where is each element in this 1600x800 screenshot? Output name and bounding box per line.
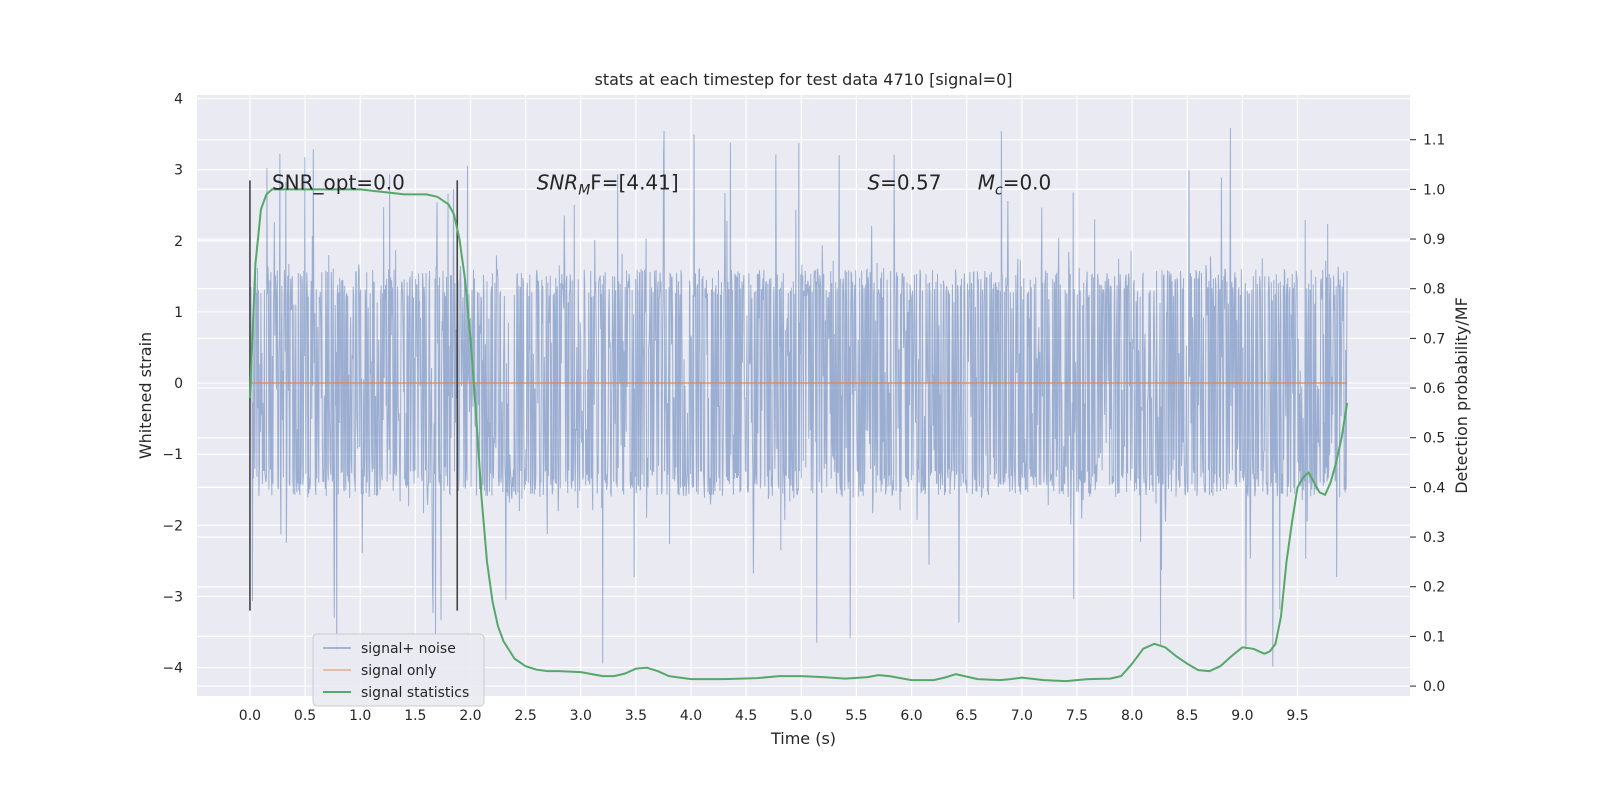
- signal-statistics-line: [248, 188, 1349, 683]
- y2-tick-label: 0.9: [1423, 232, 1445, 248]
- x-tick-label: 1.5: [404, 708, 426, 724]
- signal-plus-noise-line: [249, 128, 1348, 667]
- x-tick-label: 1.0: [349, 708, 371, 724]
- y2-tick-label: 0.7: [1423, 331, 1445, 347]
- y-tick-label: 3: [174, 163, 183, 179]
- y2-tick-label: 0.6: [1423, 381, 1445, 397]
- x-tick-label: 9.5: [1286, 708, 1308, 724]
- x-tick-label: 8.0: [1121, 708, 1143, 724]
- y2-tick-label: 0.1: [1423, 629, 1445, 645]
- x-tick-label: 8.5: [1176, 708, 1198, 724]
- x-tick-label: 6.0: [900, 708, 922, 724]
- legend-label: signal only: [361, 663, 436, 679]
- stat-annotation: SNR_opt=0.0: [272, 171, 405, 195]
- y-tick-label: 4: [174, 92, 183, 108]
- y2-tick-label: 1.0: [1423, 182, 1445, 198]
- stat-annotation: SNRMF=[4.41]: [537, 171, 679, 199]
- legend-box: [312, 633, 485, 707]
- legend: signal+ noise signal only signal statistic…: [312, 633, 485, 707]
- x-axis-label: Time (s): [770, 729, 836, 748]
- y-tick-label: −2: [162, 518, 183, 534]
- stat-annotation: S=0.57: [867, 171, 941, 195]
- y-tick-label: −4: [162, 661, 183, 677]
- x-tick-label: 5.0: [790, 708, 812, 724]
- legend-label: signal+ noise: [361, 641, 456, 657]
- y-tick-labels: −4 −3 −2 −1 0 1 2 3 4: [162, 92, 183, 677]
- y2-tick-label: 0.0: [1423, 679, 1445, 695]
- x-tick-label: 7.5: [1066, 708, 1088, 724]
- legend-label: signal statistics: [361, 685, 469, 701]
- x-tick-label: 2.0: [459, 708, 481, 724]
- annotation-value: =0.0: [1003, 171, 1052, 195]
- y2-tick-label: 0.4: [1423, 480, 1445, 496]
- x-tick-label: 3.5: [625, 708, 647, 724]
- y-tick-label: 0: [174, 376, 183, 392]
- x-tick-label: 2.5: [514, 708, 536, 724]
- annotation-symbol: SNR: [537, 171, 579, 195]
- x-tick-label: 5.5: [845, 708, 867, 724]
- annotations-layer: SNR_opt=0.0 SNRMF=[4.41] S=0.57 Mc=0.0: [272, 171, 1051, 199]
- x-tick-label: 6.5: [956, 708, 978, 724]
- annotation-subscript: c: [995, 183, 1003, 199]
- annotation-value: F=[4.41]: [590, 171, 678, 195]
- stat-annotation: Mc=0.0: [978, 171, 1052, 199]
- annotation-symbol: M: [978, 171, 995, 195]
- x-tick-label: 9.0: [1231, 708, 1253, 724]
- x-tick-label: 7.0: [1011, 708, 1033, 724]
- x-tick-label: 0.0: [239, 708, 261, 724]
- y2-tick-label: 0.5: [1423, 431, 1445, 447]
- y2-axis-label: Detection probability/MF: [1452, 297, 1471, 494]
- signal-statistics-series-layer: [248, 188, 1349, 683]
- x-tick-label: 0.5: [294, 708, 316, 724]
- x-tick-label: 4.0: [680, 708, 702, 724]
- x-tick-label: 3.0: [570, 708, 592, 724]
- y-tick-label: 1: [174, 305, 183, 321]
- chart-title: stats at each timestep for test data 471…: [594, 70, 1012, 89]
- annotation-symbol: S: [867, 171, 880, 195]
- annotation-subscript: M: [578, 183, 590, 199]
- annotation-value: =0.57: [880, 171, 941, 195]
- y-tick-label: −3: [162, 589, 183, 605]
- y2-tick-label: 0.8: [1423, 282, 1445, 298]
- secondary-gridlines: [197, 139, 1410, 687]
- y2-tick-label: 0.3: [1423, 530, 1445, 546]
- y2-tick-label: 1.1: [1423, 133, 1445, 149]
- x-tick-label: 4.5: [735, 708, 757, 724]
- y-axis-label: Whitened strain: [136, 332, 155, 459]
- noise-series-layer: [249, 128, 1348, 667]
- y-tick-label: 2: [174, 234, 183, 250]
- y2-tick-labels: 0.0 0.1 0.2 0.3 0.4 0.5 0.6 0.7 0.8 0.9 1.0 1.1: [1410, 133, 1445, 695]
- x-tick-labels: 0.0 0.5 1.0 1.5 2.0 2.5 3.0 3.5 4.0 4.5 5.0 5.5 6.0 6…: [239, 708, 1309, 724]
- y2-tick-label: 0.2: [1423, 580, 1445, 596]
- y-tick-label: −1: [162, 447, 183, 463]
